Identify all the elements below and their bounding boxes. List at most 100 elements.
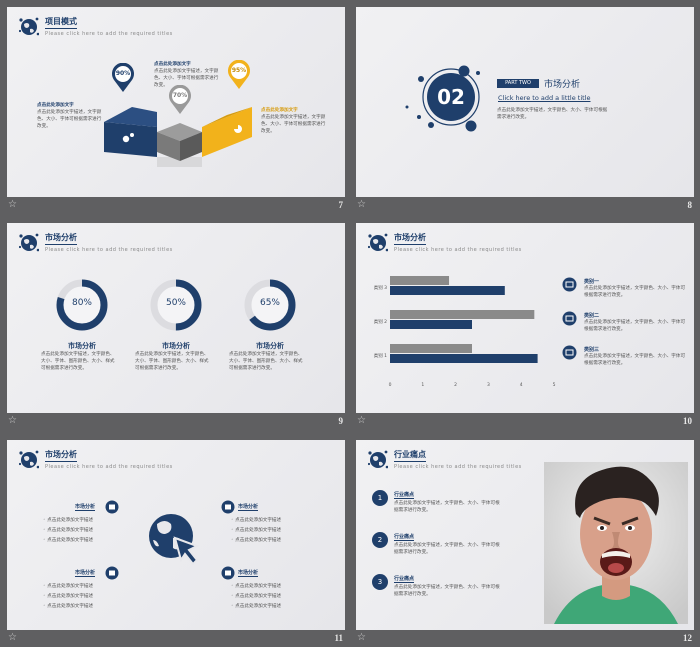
part-link[interactable]: Click here to add a little title [498,94,591,102]
pie-chart-icon [234,125,242,133]
x-tick-label: 4 [520,382,523,388]
pain-point-item: 1 行业痛点 点击此处添加文字描述，文字颜色、大小、字体可根据需求进行改变。 [372,490,542,526]
chart-line-icon [105,500,119,514]
star-icon[interactable]: ☆ [8,415,17,426]
x-tick-label: 1 [421,382,424,388]
star-icon[interactable]: ☆ [357,199,366,210]
text-left: 点击此处添加文字 点击此处添加文字描述，文字颜色、大小、字体可根据需求进行改变。 [37,103,102,129]
category-heading: 类别三 [584,347,600,353]
bar-chart-icon [562,345,577,360]
slide-subtitle: Please click here to add the required ti… [45,31,173,37]
slide-8[interactable]: 02 PART TWO 市场分析 Click here to add a lit… [356,7,694,197]
group-block: 市场分析 ◦ 点击此处添加文字描述 ◦ 点击此处添加文字描述 ◦ 点击此处添加文字描述 [221,500,313,552]
category-label: 类别 3 [374,284,387,291]
number-badge: 3 [372,574,388,590]
ring-fill [244,279,296,331]
group-line: ◦ 点击此处添加文字描述 [43,538,94,543]
photo-screaming-man [544,462,688,624]
number-badge: 2 [372,532,388,548]
x-tick-label: 5 [553,382,556,388]
ring-label: 65% [259,298,280,308]
item-heading: 行业痛点 [394,492,415,499]
monitor-icon [562,311,577,326]
item-text: 点击此处添加文字描述，文字颜色、大小、字体可根据需求进行改变。 [394,501,500,513]
slide-subtitle: Please click here to add the required ti… [45,464,173,470]
monitor-icon [221,566,235,580]
slide-12[interactable]: 行业痛点 Please click here to add the requir… [356,440,694,630]
ring-label: 80% [71,298,92,308]
ring-heading: 市场分析 [162,342,190,350]
isometric-diagram [104,107,252,167]
group-line: ◦ 点击此处添加文字描述 [43,584,94,589]
slide-title: 行业痛点 [394,449,426,462]
slide-title: 市场分析 [45,449,77,462]
item-text: 点击此处添加文字描述，文字颜色、大小、字体可根据需求进行改变。 [394,585,500,597]
bar-chart: 类别 3 类别 2 类别 1 0 1 2 3 4 5 [374,276,556,388]
part-badge: PART TWO [497,79,539,88]
footer-9: ☆ 9 [8,415,343,426]
category-item: 类别三 点击此处添加文字描述，文字颜色、大小、字体可根据需求进行改变。 [562,345,690,375]
group-line: ◦ 点击此处添加文字描述 [231,594,282,599]
ring-label: 50% [165,298,186,308]
group-line: ◦ 点击此处添加文字描述 [43,528,94,533]
footer-11: ☆ 11 [8,632,343,643]
ring-fill [56,279,108,331]
pin-90: 90% [111,62,135,93]
star-icon[interactable]: ☆ [357,415,366,426]
bar [390,344,472,353]
star-icon[interactable]: ☆ [8,199,17,210]
part-number: 02 [437,85,465,109]
x-tick-label: 2 [454,382,457,388]
footer-7: ☆ 7 [8,199,343,210]
slide-title: 市场分析 [45,232,77,245]
globe-icon [19,233,39,252]
globe-icon [368,233,388,252]
chart-line-icon [562,277,577,292]
slide-9[interactable]: 市场分析 Please click here to add the requir… [7,223,345,413]
pain-point-item: 3 行业痛点 点击此处添加文字描述，文字颜色、大小、字体可根据需求进行改变。 [372,574,542,610]
bar [390,320,472,329]
category-text: 点击此处添加文字描述，文字颜色、大小、字体可根据需求进行改变。 [584,320,686,332]
pin-95: 95% [227,59,251,90]
star-icon[interactable]: ☆ [8,632,17,643]
slide-7[interactable]: 项目模式 Please click here to add the requir… [7,7,345,197]
gear-icon [122,133,134,143]
text-right: 点击此处添加文字 点击此处添加文字描述，文字颜色、大小、字体可根据需求进行改变。 [261,108,326,134]
part-title: 市场分析 [544,80,581,90]
group-line: ◦ 点击此处添加文字描述 [43,518,94,523]
pin-70: 70% [168,84,192,115]
group-line: ◦ 点击此处添加文字描述 [231,518,282,523]
globe-icon [19,450,39,469]
category-text: 点击此处添加文字描述，文字颜色、大小、字体可根据需求进行改变。 [584,286,686,298]
footer-12: ☆ 12 [357,632,692,643]
category-label: 类别 2 [374,318,387,325]
progress-ring [150,279,202,331]
group-heading: 市场分析 [238,504,259,511]
globe-cursor-icon [149,514,200,566]
bar [390,310,535,319]
item-text: 点击此处添加文字描述，文字颜色、大小、字体可根据需求进行改变。 [394,543,500,555]
ring-heading: 市场分析 [68,342,96,350]
slide-10[interactable]: 市场分析 Please click here to add the requir… [356,223,694,413]
bar-chart-icon [221,500,235,514]
part-desc: 点击此处添加文字描述，文字颜色、大小、字体可根据需求进行改变。 [497,108,608,120]
bar [390,286,505,295]
progress-ring [244,279,296,331]
slide-11[interactable]: 市场分析 Please click here to add the requir… [7,440,345,630]
category-label: 类别 1 [374,352,387,359]
slide-subtitle: Please click here to add the required ti… [394,247,522,253]
category-text: 点击此处添加文字描述，文字颜色、大小、字体可根据需求进行改变。 [584,354,686,366]
category-item: 类别二 点击此处添加文字描述，文字颜色、大小、字体可根据需求进行改变。 [562,311,690,341]
ring-text: 点击此处添加文字描述，文字颜色、大小、字体、图形颜色、大小、样式可根据需求进行改… [229,352,303,371]
group-line: ◦ 点击此处添加文字描述 [43,604,94,609]
group-line: ◦ 点击此处添加文字描述 [231,584,282,589]
item-heading: 行业痛点 [394,534,415,541]
text-top: 点击此处添加文字 点击此处添加文字描述，文字颜色、大小、字体可根据需求进行改变。 [154,62,219,88]
slide-subtitle: Please click here to add the required ti… [394,464,522,470]
footer-10: ☆ 10 [357,415,692,426]
category-item: 类别一 点击此处添加文字描述，文字颜色、大小、字体可根据需求进行改变。 [562,277,690,307]
group-line: ◦ 点击此处添加文字描述 [231,538,282,543]
star-icon[interactable]: ☆ [357,632,366,643]
ring-text: 点击此处添加文字描述，文字颜色、大小、字体、图形颜色、大小、样式可根据需求进行改… [135,352,209,371]
footer-8: ☆ 8 [357,199,692,210]
